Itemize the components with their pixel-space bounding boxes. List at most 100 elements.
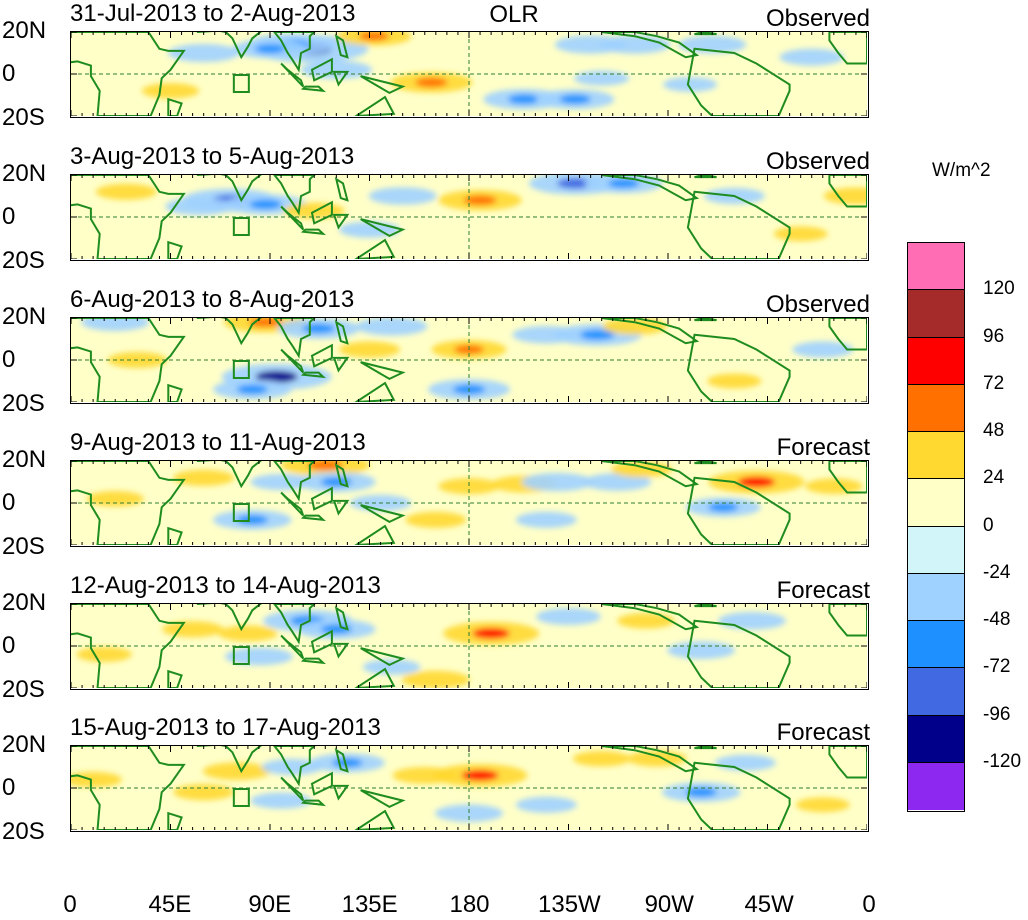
anomaly-core — [415, 77, 448, 88]
coastline — [360, 789, 406, 809]
colorbar-label: 72 — [983, 372, 1005, 394]
coastline — [310, 343, 333, 368]
coastline — [310, 771, 333, 796]
coastline — [828, 604, 867, 637]
coastline — [332, 356, 350, 373]
coastline — [828, 175, 867, 208]
anomaly-halo — [572, 750, 631, 767]
coastline — [332, 642, 350, 659]
anomaly-halo — [805, 478, 863, 494]
coastline — [310, 486, 333, 511]
anomaly-core — [307, 461, 343, 471]
coastline — [694, 318, 717, 322]
colorbar-swatch — [908, 573, 964, 621]
anomaly-core — [461, 770, 499, 781]
olr-map-svg — [71, 461, 867, 545]
lat-tick-label: 0 — [2, 346, 16, 373]
anomaly-core — [236, 515, 268, 525]
anomaly-halo — [71, 771, 122, 788]
colorbar-swatch — [908, 337, 964, 385]
anomaly-halo — [667, 641, 736, 659]
anomaly-halo — [368, 187, 437, 205]
colorbar-swatch — [908, 715, 964, 763]
coastline — [354, 95, 396, 116]
coastline — [332, 784, 350, 801]
coastline — [167, 97, 183, 116]
colorbar — [907, 242, 965, 812]
panel-kind-label: Observed — [765, 5, 870, 32]
coastline — [300, 371, 326, 379]
panel-kind-label: Forecast — [776, 719, 870, 746]
coastline — [300, 514, 326, 522]
coastline — [300, 657, 326, 665]
lat-tick-label: 20N — [2, 160, 47, 187]
coastline — [354, 238, 396, 259]
coastline — [167, 811, 183, 830]
anomaly-halo — [515, 511, 577, 528]
panel-kind-label: Observed — [765, 148, 870, 175]
coastline — [71, 746, 186, 830]
lon-tick-label: 0 — [862, 891, 876, 918]
anomaly-halo — [401, 670, 470, 688]
lon-tick-label: 180 — [449, 891, 490, 918]
coastline — [601, 318, 700, 345]
coastline — [354, 381, 396, 402]
coastline — [273, 604, 316, 645]
lat-tick-label: 0 — [2, 489, 16, 516]
lat-tick-label: 20N — [2, 731, 47, 758]
coastline — [360, 504, 406, 524]
anomaly-halo — [405, 511, 467, 528]
anomaly-core — [708, 502, 739, 512]
anomaly-halo — [435, 804, 503, 822]
colorbar-swatch — [908, 243, 964, 291]
anomaly-halo — [521, 472, 594, 492]
olr-map-svg — [71, 746, 867, 830]
colorbar-swatch — [908, 526, 964, 574]
coastline — [360, 75, 406, 95]
coastline — [334, 463, 349, 488]
lat-tick-label: 20S — [2, 247, 45, 274]
anomaly-core — [557, 178, 594, 189]
coastline — [300, 799, 326, 807]
colorbar-label: 120 — [983, 278, 1015, 300]
anomaly-halo — [173, 784, 235, 801]
lon-tick-label: 90W — [644, 891, 694, 918]
coastline — [601, 461, 700, 488]
coastline — [601, 175, 700, 202]
colorbar-swatch — [908, 384, 964, 432]
anomaly-core — [608, 178, 640, 189]
coastline — [694, 175, 717, 179]
coastline — [354, 667, 396, 688]
olr-map-svg — [71, 604, 867, 688]
coastline — [334, 177, 349, 202]
lon-tick-label: 0 — [63, 891, 77, 918]
panel-date-range: 9-Aug-2013 to 11-Aug-2013 — [70, 429, 366, 456]
anomaly-core — [559, 94, 591, 104]
coastline — [273, 461, 316, 502]
anomaly-halo — [76, 646, 132, 662]
coastline — [273, 318, 316, 359]
coastline — [360, 218, 406, 238]
anomaly-halo — [583, 473, 652, 491]
coastline — [601, 604, 700, 631]
anomaly-halo — [536, 608, 601, 626]
anomaly-halo — [627, 750, 687, 767]
coastline — [828, 318, 867, 351]
coastline — [197, 175, 262, 203]
olr-map-svg — [71, 32, 867, 116]
coastline — [197, 32, 262, 60]
lat-tick-label: 0 — [2, 60, 16, 87]
olr-map-svg — [71, 318, 867, 402]
coastline — [334, 320, 349, 345]
lat-tick-label: 0 — [2, 632, 16, 659]
coastline — [310, 57, 333, 82]
colorbar-swatch — [908, 621, 964, 669]
colorbar-label: 0 — [983, 514, 994, 536]
anomaly-halo — [218, 625, 278, 642]
coastline — [71, 604, 186, 688]
lon-tick-label: 90E — [248, 891, 292, 918]
panel-kind-label: Forecast — [776, 434, 870, 461]
lat-tick-label: 0 — [2, 203, 16, 230]
coastline — [828, 32, 867, 65]
colorbar-label: -120 — [983, 750, 1022, 772]
